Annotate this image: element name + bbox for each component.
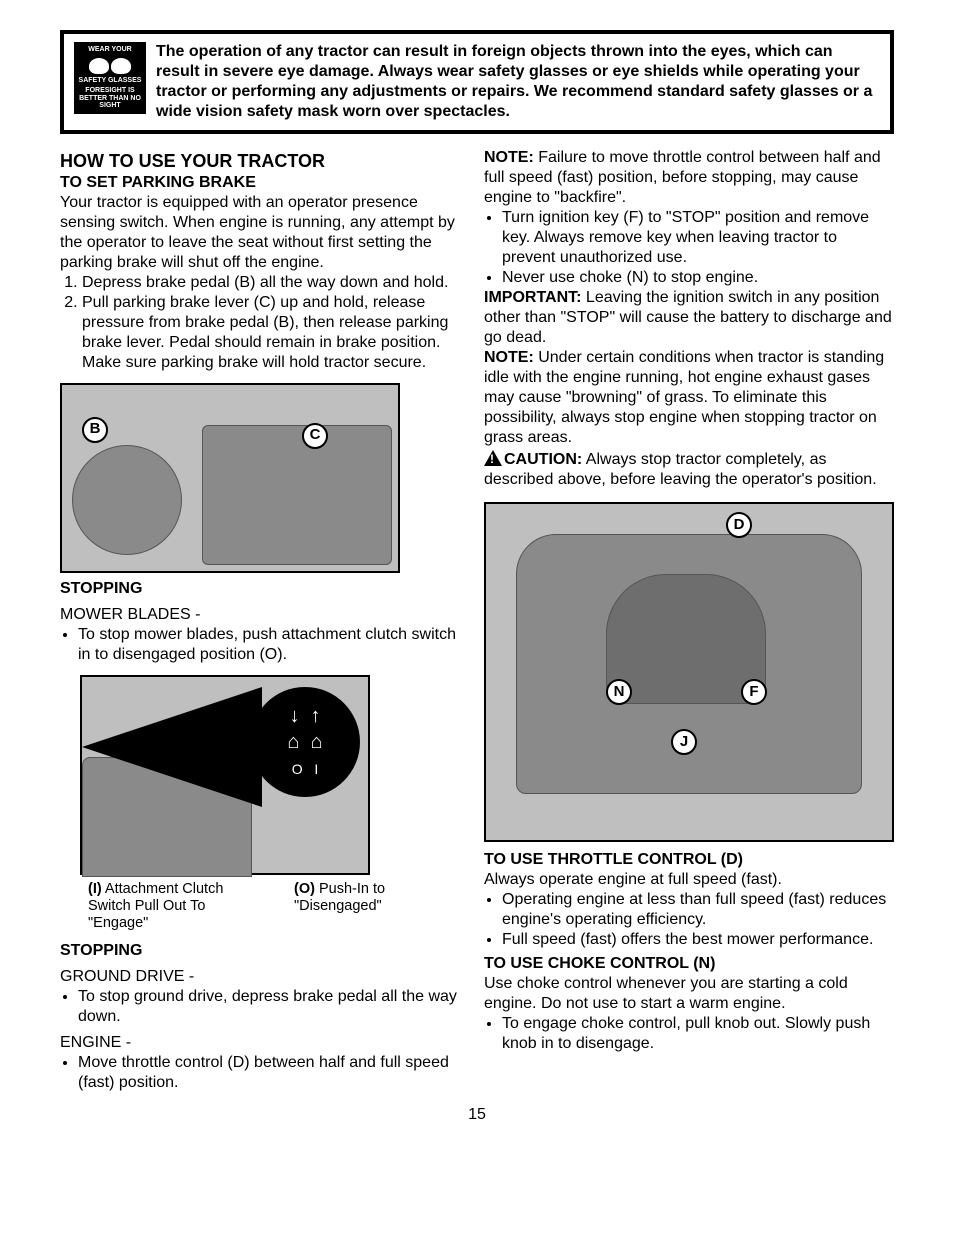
- mower-bullets: To stop mower blades, push attachment cl…: [60, 625, 470, 665]
- icon-text-bot: FORESIGHT IS BETTER THAN NO SIGHT: [76, 87, 144, 110]
- goggles-shape: [89, 58, 131, 74]
- heading-stopping-1: STOPPING: [60, 579, 470, 599]
- list-item: Never use choke (N) to stop engine.: [502, 268, 894, 288]
- list-item: Pull parking brake lever (C) up and hold…: [82, 293, 470, 373]
- note1-bullets: Turn ignition key (F) to "STOP" position…: [484, 208, 894, 288]
- list-item: To stop ground drive, depress brake peda…: [78, 987, 470, 1027]
- page-number: 15: [60, 1105, 894, 1125]
- figure-brake-pedal: B C: [60, 383, 400, 573]
- left-column: HOW TO USE YOUR TRACTOR TO SET PARKING B…: [60, 148, 470, 1093]
- caption-I: (I) Attachment Clutch Switch Pull Out To…: [88, 881, 264, 933]
- callout-C: C: [302, 423, 328, 449]
- throttle-intro: Always operate engine at full speed (fas…: [484, 870, 894, 890]
- brake-steps-list: Depress brake pedal (B) all the way down…: [60, 273, 470, 373]
- list-item: To stop mower blades, push attachment cl…: [78, 625, 470, 665]
- icon-text-top: WEAR YOUR: [88, 46, 131, 54]
- list-item: Operating engine at less than full speed…: [502, 890, 894, 930]
- heading-how-to-use: HOW TO USE YOUR TRACTOR: [60, 150, 470, 173]
- callout-D: D: [726, 512, 752, 538]
- caption-O: (O) Push-In to "Disengaged": [294, 881, 470, 933]
- choke-intro: Use choke control whenever you are start…: [484, 974, 894, 1014]
- callout-B: B: [82, 417, 108, 443]
- heading-stopping-2: STOPPING: [60, 941, 470, 961]
- ground-bullets: To stop ground drive, depress brake peda…: [60, 987, 470, 1027]
- safety-glasses-icon: WEAR YOUR SAFETY GLASSES FORESIGHT IS BE…: [74, 42, 146, 114]
- choke-bullets: To engage choke control, pull knob out. …: [484, 1014, 894, 1054]
- safety-warning-box: WEAR YOUR SAFETY GLASSES FORESIGHT IS BE…: [60, 30, 894, 134]
- list-item: Depress brake pedal (B) all the way down…: [82, 273, 470, 293]
- callout-N: N: [606, 679, 632, 705]
- caution-note: CAUTION: Always stop tractor completely,…: [484, 450, 894, 490]
- engine-label: ENGINE -: [60, 1033, 470, 1053]
- icon-text-mid: SAFETY GLASSES: [79, 77, 142, 85]
- figure-clutch-switch: ↓ ↑⌂ ⌂O I: [80, 675, 370, 875]
- mower-blades-label: MOWER BLADES -: [60, 605, 470, 625]
- engine-bullets: Move throttle control (D) between half a…: [60, 1053, 470, 1093]
- two-column-layout: HOW TO USE YOUR TRACTOR TO SET PARKING B…: [60, 148, 894, 1093]
- ground-drive-label: GROUND DRIVE -: [60, 967, 470, 987]
- callout-J: J: [671, 729, 697, 755]
- list-item: Move throttle control (D) between half a…: [78, 1053, 470, 1093]
- brake-intro: Your tractor is equipped with an operato…: [60, 193, 470, 273]
- figure-dashboard-controls: D N F J: [484, 502, 894, 842]
- callout-F: F: [741, 679, 767, 705]
- list-item: Turn ignition key (F) to "STOP" position…: [502, 208, 894, 268]
- figure-caption-row: (I) Attachment Clutch Switch Pull Out To…: [88, 881, 470, 933]
- list-item: To engage choke control, pull knob out. …: [502, 1014, 894, 1054]
- warning-text: The operation of any tractor can result …: [156, 42, 880, 122]
- throttle-bullets: Operating engine at less than full speed…: [484, 890, 894, 950]
- right-column: NOTE: Failure to move throttle control b…: [484, 148, 894, 1093]
- switch-detail-circle: ↓ ↑⌂ ⌂O I: [250, 687, 360, 797]
- heading-parking-brake: TO SET PARKING BRAKE: [60, 173, 470, 193]
- caution-triangle-icon: [484, 450, 502, 466]
- note-1: NOTE: Failure to move throttle control b…: [484, 148, 894, 208]
- heading-throttle: TO USE THROTTLE CONTROL (D): [484, 850, 894, 870]
- important-note: IMPORTANT: Leaving the ignition switch i…: [484, 288, 894, 348]
- list-item: Full speed (fast) offers the best mower …: [502, 930, 894, 950]
- note-2: NOTE: Under certain conditions when trac…: [484, 348, 894, 448]
- heading-choke: TO USE CHOKE CONTROL (N): [484, 954, 894, 974]
